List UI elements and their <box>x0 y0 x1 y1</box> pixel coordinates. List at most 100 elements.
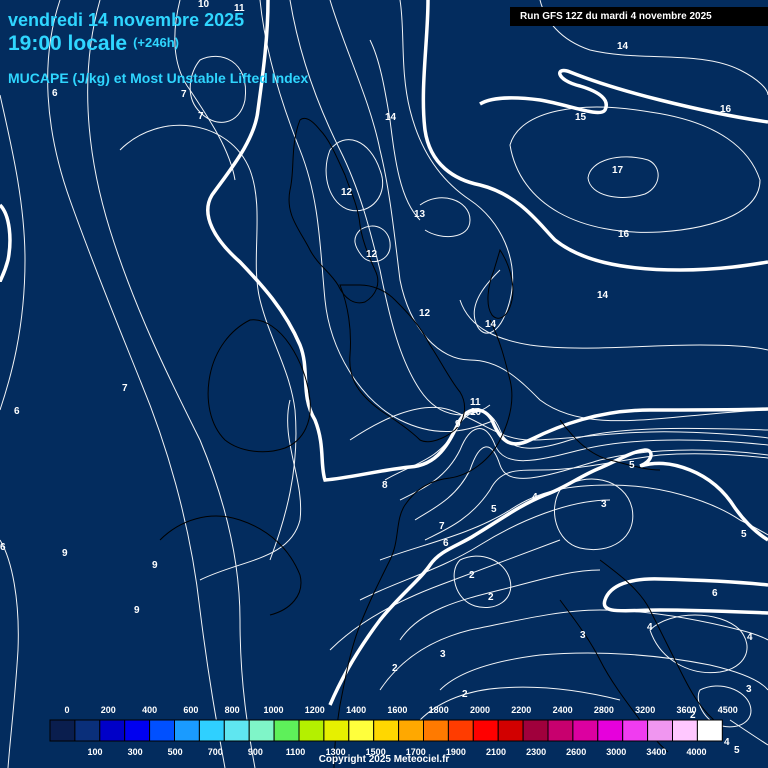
contour-label: 7 <box>122 383 128 394</box>
scale-swatch <box>622 719 649 742</box>
contour-line <box>379 484 768 561</box>
scale-top-label: 1000 <box>263 705 283 715</box>
contour-label: 11 <box>234 3 245 14</box>
contour-label: 17 <box>612 165 624 176</box>
contour-label: 14 <box>385 112 397 123</box>
scale-bottom-label: 1900 <box>446 747 466 757</box>
forecast-time-line: 19:00 locale (+246h) <box>8 32 179 56</box>
scale-bottom-label: 900 <box>248 747 263 757</box>
scale-top-label: 1800 <box>429 705 449 715</box>
contour-line <box>354 225 391 263</box>
scale-bottom-label: 1700 <box>406 747 426 757</box>
contour-line <box>189 55 246 123</box>
scale-top-label: 2400 <box>553 705 573 715</box>
contour-line <box>199 399 302 581</box>
contour-line <box>649 614 748 674</box>
scale-swatch <box>647 719 673 742</box>
contour-label: 5 <box>734 745 740 756</box>
contour-line <box>379 609 768 691</box>
scale-swatch <box>74 719 101 742</box>
contour-label: 5 <box>491 504 497 515</box>
scale-top-label: 1400 <box>346 705 366 715</box>
contour-line <box>539 0 768 96</box>
contour-label: 4 <box>724 737 730 748</box>
scale-bottom-label: 1500 <box>366 747 386 757</box>
contour-line <box>414 446 768 521</box>
contour-line <box>399 569 601 641</box>
contour-line <box>47 0 226 768</box>
coastline-britain <box>339 284 466 443</box>
contour-label: 4 <box>747 632 753 643</box>
coastline-iberia <box>159 515 302 616</box>
forecast-time: 19:00 locale <box>8 32 128 55</box>
scale-bottom-label: 2100 <box>486 747 506 757</box>
scale-bottom-label: 500 <box>168 747 183 757</box>
contour-label: 3 <box>601 499 607 510</box>
scale-top-label: 2800 <box>594 705 614 715</box>
contour-line <box>0 94 26 411</box>
contour-label: 2 <box>392 663 398 674</box>
scale-top-label: 600 <box>183 705 198 715</box>
scale-top-label: 200 <box>101 705 116 715</box>
contour-line <box>329 0 768 422</box>
thick-contours <box>0 0 768 706</box>
contour-label: 5 <box>741 529 747 540</box>
contour-label: 2 <box>690 710 696 721</box>
scale-swatch <box>99 719 126 742</box>
contour-line <box>697 685 752 728</box>
contour-label: 9 <box>134 605 140 616</box>
coastline-scotland <box>288 117 379 304</box>
contour-label: 4 <box>647 622 653 633</box>
contour-line <box>459 299 768 351</box>
contour-line-thick <box>479 68 768 124</box>
scale-swatch <box>49 719 76 742</box>
contour-label: 4 <box>532 492 538 503</box>
contour-label: 6 <box>14 406 20 417</box>
contour-label: 2 <box>462 689 468 700</box>
scale-swatch <box>672 719 698 742</box>
contour-label: 7 <box>439 521 445 532</box>
contour-label: 2 <box>469 570 475 581</box>
contour-label: 9 <box>455 419 461 430</box>
scale-top-labels: 0 200 400 600 800 1000 1200 1400 1600 1800 2000 220… <box>64 705 737 715</box>
scale-top-label: 3200 <box>635 705 655 715</box>
scale-swatch <box>348 719 375 742</box>
forecast-offset: (+246h) <box>133 35 179 50</box>
contour-label: 5 <box>629 460 635 471</box>
scale-swatch <box>547 719 574 742</box>
contour-label: 3 <box>580 630 586 641</box>
contour-label: 16 <box>618 229 630 240</box>
contour-line-thick <box>206 0 768 482</box>
contour-label: 12 <box>419 308 431 319</box>
scale-bottom-labels: 100 300 500 700 900 1100 1300 1500 1700 1900 2100 2… <box>87 747 706 757</box>
contour-label: 6 <box>712 588 718 599</box>
contour-line <box>419 686 621 721</box>
contour-line <box>399 0 514 334</box>
run-info: Run GFS 12Z du mardi 4 novembre 2025 <box>510 7 768 26</box>
scale-swatch <box>696 719 723 742</box>
scale-swatch <box>597 719 624 742</box>
contour-label: 6 <box>443 538 449 549</box>
scale-swatch <box>472 719 499 742</box>
contour-line-thick <box>602 577 768 615</box>
scale-bottom-label: 700 <box>208 747 223 757</box>
scale-swatch <box>223 719 250 742</box>
scale-top-label: 800 <box>225 705 240 715</box>
contour-line <box>119 124 297 561</box>
contour-line <box>399 428 768 501</box>
scale-swatch <box>323 719 350 742</box>
scale-swatch <box>373 719 400 742</box>
color-scale <box>49 719 723 742</box>
coastline-continent <box>333 319 513 768</box>
contour-line-thick <box>421 0 768 272</box>
contour-line <box>553 478 634 550</box>
contour-label: 9 <box>152 560 158 571</box>
scale-swatch <box>423 719 449 742</box>
scale-swatch <box>447 719 474 742</box>
contour-label: 3 <box>746 684 752 695</box>
scale-bottom-label: 3000 <box>606 747 626 757</box>
scale-swatch <box>572 719 599 742</box>
scale-swatch <box>497 719 524 742</box>
